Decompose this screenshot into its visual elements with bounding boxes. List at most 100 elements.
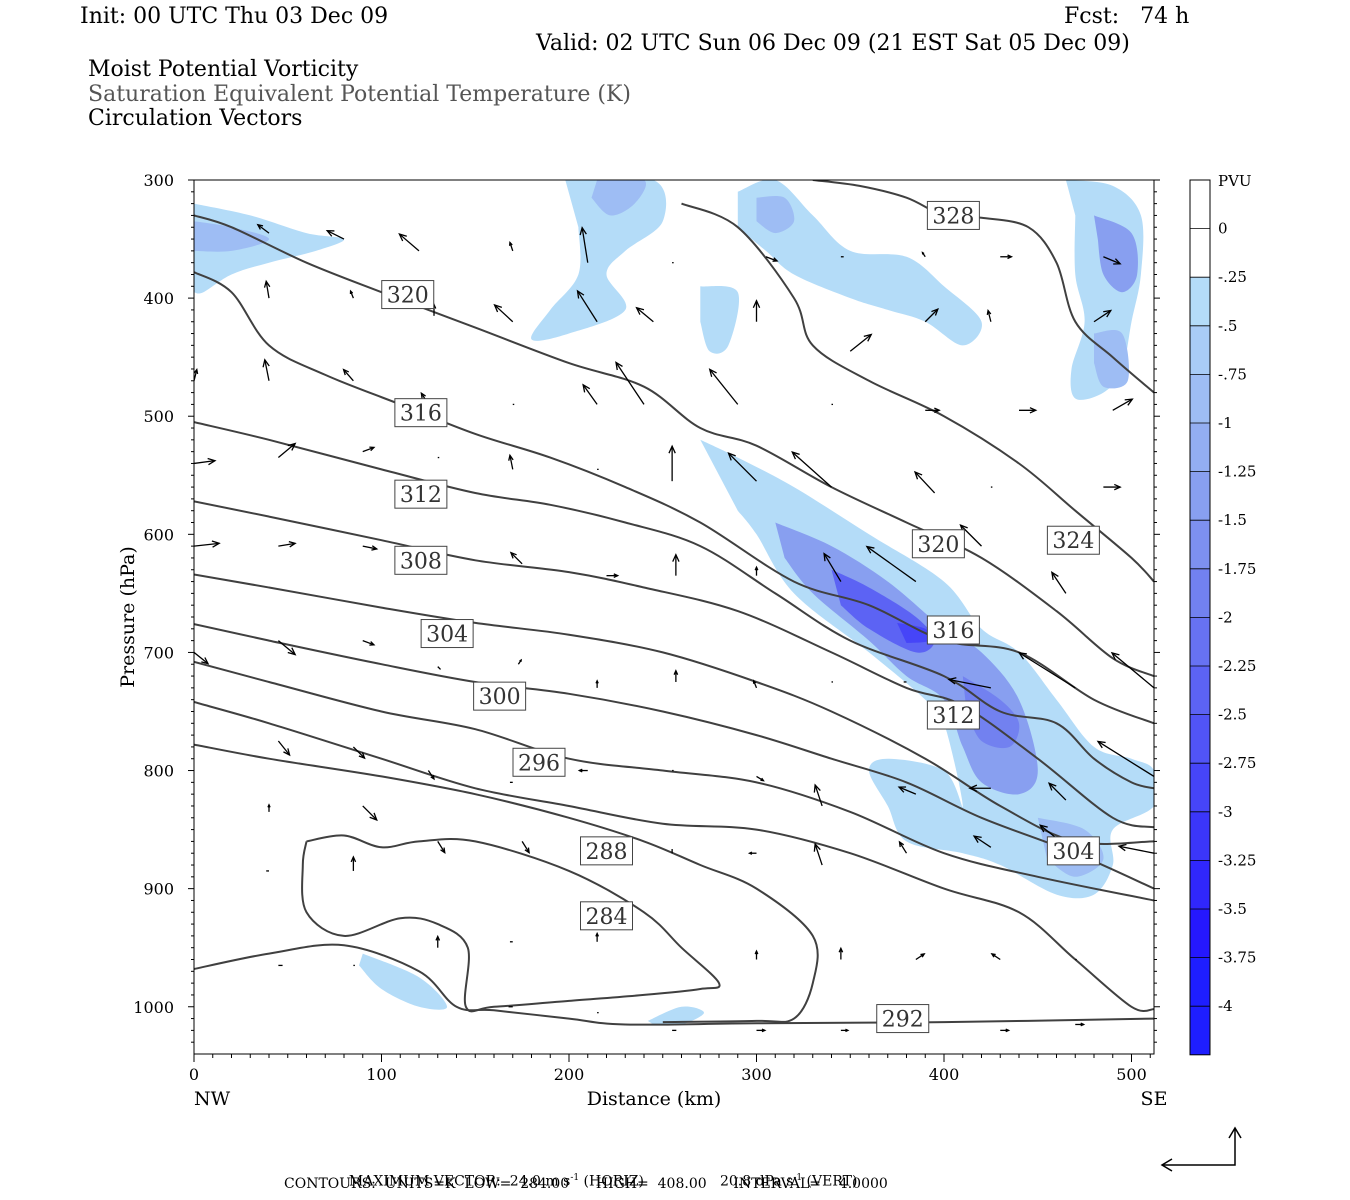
colorbar-swatch-10 (1190, 666, 1210, 715)
circulation-vector-65 (752, 679, 758, 689)
contour-label-box-13 (926, 615, 980, 645)
pv-region-0 (194, 203, 345, 294)
contour-label-box-7 (512, 747, 566, 777)
y-tick-label-1000: 1000 (133, 998, 174, 1017)
circulation-vector-102 (915, 953, 926, 961)
contour-label-box-9 (580, 901, 633, 931)
circulation-vector-114 (1075, 1022, 1086, 1027)
circulation-vector-91 (898, 840, 908, 854)
x-tick-label-100: 100 (366, 1065, 397, 1084)
contour-label-13: 316 (932, 619, 974, 644)
title-line-2: Saturation Equivalent Potential Temperat… (88, 82, 631, 107)
contour-308-5 (194, 500, 1154, 829)
circulation-vector-57 (1051, 571, 1067, 594)
colorbar-swatch-13 (1190, 811, 1210, 861)
contour-label-0: 328 (932, 204, 974, 229)
circulation-vector-79 (897, 786, 917, 795)
colorbar-label-12: -3 (1218, 803, 1233, 821)
contour-312-4 (194, 421, 1154, 790)
circulation-vector-103 (990, 953, 1001, 961)
contour-292-9 (194, 701, 1154, 1013)
colorbar-label-15: -3.75 (1218, 949, 1256, 967)
colorbar-label-4: -1 (1218, 414, 1233, 432)
x-end-label-right: SE (1141, 1088, 1168, 1110)
y-tick-label-700: 700 (143, 643, 174, 662)
y-axis-label: Pressure (hPa) (117, 546, 139, 688)
contour-label-box-5 (420, 619, 474, 649)
colorbar-unit: PVU (1218, 172, 1252, 190)
circulation-vector-45 (1103, 483, 1122, 491)
max-vector-horiz: MAXIMUM VECTOR: 24.0 m s (348, 1173, 571, 1190)
contour-label-layer: 328 320 316 312 308 304 300 296 288 284 292 324 320 3… (381, 200, 1100, 1034)
circulation-vector-23 (262, 358, 270, 381)
colorbar-layer: PVU 0 -.25 -.5 -.75 -1 -1.25 -1.5 -1.75 -2 -2.25 -2… (1189, 172, 1256, 1056)
colorbar-label-13: -3.25 (1218, 851, 1256, 869)
circulation-vector-64 (673, 669, 679, 682)
reference-vector-icon (1160, 1126, 1242, 1172)
colorbar-label-11: -2.75 (1218, 754, 1256, 772)
circulation-vector-81 (1047, 782, 1067, 801)
colorbar-swatch-16 (1190, 957, 1210, 1007)
contour-layer (194, 180, 1154, 1026)
contour-304-6 (194, 573, 1154, 846)
pv-region-2 (531, 180, 667, 341)
contour-label-5: 304 (426, 623, 468, 648)
circulation-vector-84 (362, 805, 378, 822)
colorbar-swatch-12 (1190, 763, 1210, 812)
colorbar-swatch-8 (1190, 568, 1210, 618)
colorbar-label-16: -4 (1218, 997, 1233, 1015)
y-tick-label-300: 300 (143, 171, 174, 190)
contour-label-box-11 (1046, 525, 1100, 555)
contour-label-2: 316 (400, 402, 442, 427)
circulation-vector-58 (194, 651, 210, 665)
circulation-vector-11 (263, 279, 271, 299)
colorbar-swatch-9 (1190, 617, 1210, 666)
contour-label-15: 304 (1052, 840, 1094, 865)
circulation-vector-96 (350, 855, 357, 871)
pv-region-17 (647, 1006, 704, 1026)
circulation-vector-41 (727, 452, 757, 482)
circulation-vector-92 (972, 835, 992, 848)
circulation-vector-42 (791, 451, 832, 488)
contour-label-3: 312 (400, 483, 442, 508)
circulation-vector-69 (1017, 652, 1076, 689)
pv-region-14 (962, 676, 1020, 749)
colorbar-label-8: -2 (1218, 608, 1233, 626)
circulation-vector-54 (823, 552, 842, 582)
contour-label-box-14 (926, 700, 980, 730)
contour-label-box-1 (381, 280, 435, 310)
contour-316-3 (194, 271, 1154, 725)
contour-label-box-0 (926, 200, 980, 230)
exp-1: -1 (570, 1173, 580, 1183)
colorbar-swatch-17 (1190, 1006, 1210, 1055)
circulation-vector-14 (493, 303, 514, 323)
contour-label-box-10 (876, 1004, 930, 1034)
contour-label-1: 320 (387, 284, 429, 309)
colorbar-label-10: -2.5 (1218, 706, 1247, 724)
circulation-vector-16 (635, 306, 654, 323)
circulation-vector-70 (1110, 651, 1154, 689)
circulation-vector-61 (437, 666, 442, 670)
colorbar-swatch-14 (1190, 860, 1210, 909)
circulation-vector-55 (865, 545, 917, 583)
colorbar-label-3: -.75 (1218, 365, 1247, 383)
circulation-vector-34 (194, 457, 217, 466)
forecast-hour: Fcst: 74 h (1064, 4, 1190, 29)
contour-label-4: 308 (400, 549, 442, 574)
pv-region-4 (700, 285, 740, 354)
contour-label-box-8 (580, 836, 633, 866)
circulation-vector-94 (1117, 843, 1154, 854)
circulation-vector-78 (813, 783, 823, 807)
circulation-vector-15 (576, 289, 598, 323)
y-tick-label-400: 400 (143, 289, 174, 308)
circulation-vector-2 (398, 233, 420, 252)
contour-label-10: 292 (882, 1008, 924, 1033)
circulation-vector-100 (754, 949, 759, 960)
circulation-vector-4 (579, 226, 589, 263)
circulation-vector-73 (427, 770, 435, 781)
circulation-vector-63 (595, 679, 599, 688)
axes-layer: 300 400 500 600 700 800 900 1000 0 100 200 300 400 50… (117, 171, 1167, 1110)
x-tick-label-200: 200 (554, 1065, 585, 1084)
circulation-vector-3 (508, 240, 514, 252)
